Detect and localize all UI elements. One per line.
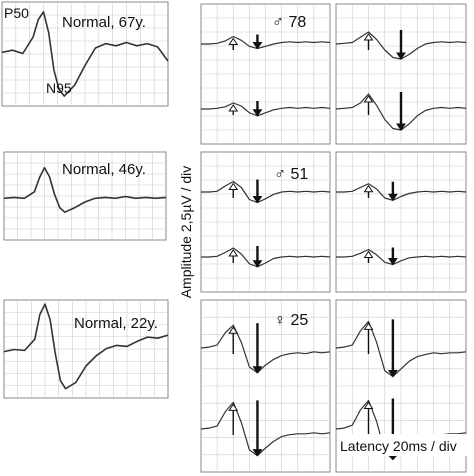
left-panel-3-trace (3, 303, 169, 390)
row-1-col-1-n95-marker-1-head (252, 42, 263, 50)
row-2-col-2-trace-2 (336, 248, 467, 266)
row-1-col-1-trace-1 (201, 35, 331, 50)
row-2-col-1-trace-1 (201, 180, 331, 204)
left-panel-1-label: Normal, 67y. (62, 14, 146, 31)
row-2-col-1-n95-marker-1-head (252, 196, 263, 204)
peak-label-p50: P50 (4, 5, 29, 21)
row-3-col-1-trace-2 (200, 401, 331, 457)
row-2-col-2-p50-marker-2-head (363, 250, 374, 258)
row-2-col-1-p50-marker-1-head (228, 182, 239, 190)
y-axis-label: Amplitude 2,5µV / div (178, 166, 194, 299)
x-axis-label: Latency 20ms / div (340, 438, 457, 454)
row-2-col-2-trace-1 (336, 183, 467, 201)
row-2-col-2-n95-marker-1-head (387, 193, 398, 202)
row-1-col-1-trace-2 (201, 102, 331, 117)
row-3-col-2-p50-marker-1-head (363, 322, 374, 330)
row-2-col-2-p50-marker-1-head (363, 184, 374, 193)
row-3-col-2-trace-1 (335, 320, 467, 378)
row-3-col-1-p50-marker-2-head (228, 403, 239, 411)
row-1-col-2-n95-marker-2-head (396, 123, 406, 131)
x-axis-label-background (338, 434, 470, 456)
plot-layer (1, 1, 467, 473)
row-3-label: ♀ 25 (274, 312, 308, 329)
row-1-label: ♂ 78 (272, 14, 306, 31)
left-panel-1-trace (1, 11, 169, 97)
left-panel-2-label: Normal, 46y. (62, 161, 146, 178)
row-2-col-2-n95-marker-2-head (387, 258, 398, 266)
peak-label-n95: N95 (46, 80, 72, 96)
row-1-col-2-p50-marker-1-head (363, 33, 374, 41)
left-panel-2-trace (3, 166, 167, 213)
row-1-col-1-n95-marker-2-head (252, 109, 263, 117)
row-1-col-2-p50-marker-2-head (363, 95, 374, 103)
row-3-col-1-p50-marker-1-head (228, 326, 239, 334)
row-3-col-1-n95-marker-1-head (252, 366, 263, 374)
row-2-label: ♂ 51 (274, 166, 308, 183)
row-3-col-1-n95-marker-2-head (252, 449, 263, 457)
row-1-col-1-p50-marker-2-head (228, 104, 239, 112)
row-3-col-1-trace-1 (200, 324, 331, 374)
row-1-col-1-p50-marker-1-head (228, 37, 239, 45)
row-2-col-1-n95-marker-2-head (252, 260, 263, 268)
row-3-col-2-p50-marker-2-head (363, 401, 374, 409)
row-2-col-1-trace-2 (201, 247, 331, 268)
row-3-col-2-n95-marker-1-head (387, 370, 398, 378)
row-1-col-2-n95-marker-1-head (396, 52, 406, 60)
row-2-col-1-p50-marker-2-head (228, 249, 239, 257)
left-panel-3-label: Normal, 22y. (74, 315, 158, 332)
